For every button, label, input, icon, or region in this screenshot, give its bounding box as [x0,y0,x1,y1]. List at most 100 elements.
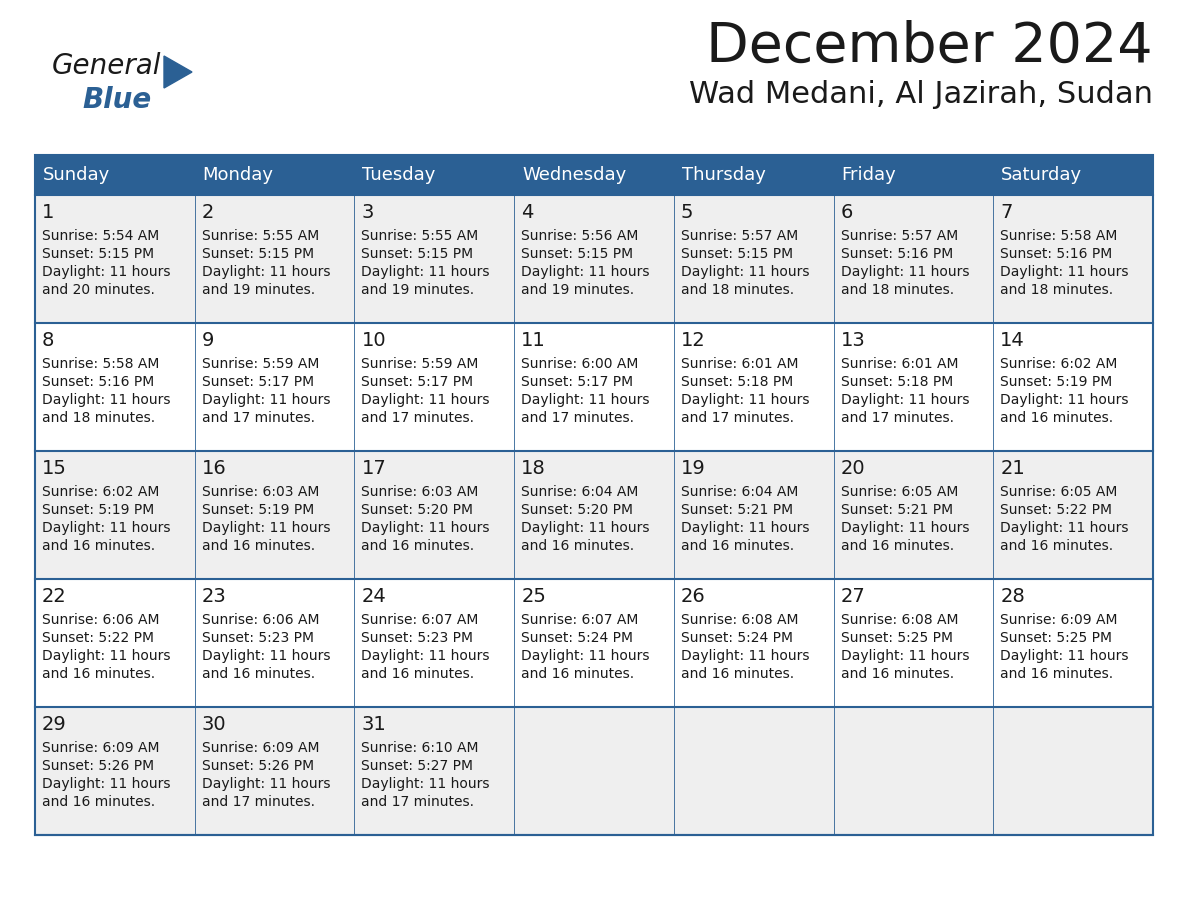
Text: Thursday: Thursday [682,166,766,184]
Text: Daylight: 11 hours: Daylight: 11 hours [361,649,489,663]
Text: Sunset: 5:17 PM: Sunset: 5:17 PM [522,375,633,389]
Text: Daylight: 11 hours: Daylight: 11 hours [1000,265,1129,279]
Text: Sunset: 5:18 PM: Sunset: 5:18 PM [841,375,953,389]
Text: and 19 minutes.: and 19 minutes. [361,283,474,297]
Text: Sunset: 5:16 PM: Sunset: 5:16 PM [841,247,953,261]
Text: Sunrise: 6:09 AM: Sunrise: 6:09 AM [1000,613,1118,627]
Text: and 16 minutes.: and 16 minutes. [522,667,634,681]
Text: Sunset: 5:23 PM: Sunset: 5:23 PM [202,631,314,645]
Text: and 19 minutes.: and 19 minutes. [522,283,634,297]
Text: and 17 minutes.: and 17 minutes. [522,411,634,425]
Text: Sunrise: 6:05 AM: Sunrise: 6:05 AM [1000,485,1118,499]
Text: 7: 7 [1000,203,1012,222]
Text: 1: 1 [42,203,55,222]
Text: Daylight: 11 hours: Daylight: 11 hours [841,649,969,663]
Text: 30: 30 [202,715,227,734]
Text: 24: 24 [361,587,386,606]
Text: 9: 9 [202,331,214,350]
Text: and 17 minutes.: and 17 minutes. [681,411,794,425]
Text: Daylight: 11 hours: Daylight: 11 hours [42,521,171,535]
Text: and 16 minutes.: and 16 minutes. [681,539,794,553]
Text: Sunset: 5:22 PM: Sunset: 5:22 PM [42,631,154,645]
Text: 22: 22 [42,587,67,606]
Text: Daylight: 11 hours: Daylight: 11 hours [522,265,650,279]
Text: Daylight: 11 hours: Daylight: 11 hours [681,393,809,407]
Text: Sunset: 5:22 PM: Sunset: 5:22 PM [1000,503,1112,517]
Text: Monday: Monday [203,166,273,184]
Text: Sunrise: 6:07 AM: Sunrise: 6:07 AM [522,613,638,627]
Text: Daylight: 11 hours: Daylight: 11 hours [361,521,489,535]
Bar [34,155,1154,835]
Text: Daylight: 11 hours: Daylight: 11 hours [202,649,330,663]
Text: 5: 5 [681,203,694,222]
Text: Sunrise: 6:06 AM: Sunrise: 6:06 AM [202,613,320,627]
Text: 3: 3 [361,203,374,222]
Text: Sunset: 5:24 PM: Sunset: 5:24 PM [522,631,633,645]
Text: and 16 minutes.: and 16 minutes. [361,539,474,553]
Text: Saturday: Saturday [1001,166,1082,184]
Text: Sunset: 5:25 PM: Sunset: 5:25 PM [841,631,953,645]
Text: Sunset: 5:15 PM: Sunset: 5:15 PM [681,247,792,261]
Bar [34,155,1154,195]
Text: Daylight: 11 hours: Daylight: 11 hours [202,265,330,279]
Text: Sunrise: 6:05 AM: Sunrise: 6:05 AM [841,485,958,499]
Text: 12: 12 [681,331,706,350]
Text: Sunrise: 6:04 AM: Sunrise: 6:04 AM [681,485,798,499]
Text: 16: 16 [202,459,227,478]
Text: Sunset: 5:21 PM: Sunset: 5:21 PM [681,503,792,517]
Text: and 16 minutes.: and 16 minutes. [1000,411,1113,425]
Text: Daylight: 11 hours: Daylight: 11 hours [1000,393,1129,407]
Text: Sunrise: 6:04 AM: Sunrise: 6:04 AM [522,485,638,499]
Text: Daylight: 11 hours: Daylight: 11 hours [202,777,330,791]
Text: 29: 29 [42,715,67,734]
Text: 8: 8 [42,331,55,350]
Text: and 16 minutes.: and 16 minutes. [1000,667,1113,681]
Text: Sunrise: 6:06 AM: Sunrise: 6:06 AM [42,613,159,627]
Text: Daylight: 11 hours: Daylight: 11 hours [522,521,650,535]
Text: and 16 minutes.: and 16 minutes. [202,667,315,681]
Text: Sunrise: 6:01 AM: Sunrise: 6:01 AM [841,357,958,371]
Text: Sunset: 5:25 PM: Sunset: 5:25 PM [1000,631,1112,645]
Text: 28: 28 [1000,587,1025,606]
Text: and 17 minutes.: and 17 minutes. [202,411,315,425]
Text: and 18 minutes.: and 18 minutes. [681,283,794,297]
Text: Sunday: Sunday [43,166,110,184]
Text: and 17 minutes.: and 17 minutes. [202,795,315,809]
Text: Sunset: 5:16 PM: Sunset: 5:16 PM [42,375,154,389]
Text: 4: 4 [522,203,533,222]
Text: Sunset: 5:18 PM: Sunset: 5:18 PM [681,375,794,389]
Text: and 16 minutes.: and 16 minutes. [42,667,156,681]
Text: Sunset: 5:26 PM: Sunset: 5:26 PM [202,759,314,773]
Text: 17: 17 [361,459,386,478]
Text: Sunrise: 6:08 AM: Sunrise: 6:08 AM [841,613,958,627]
Text: Sunrise: 6:00 AM: Sunrise: 6:00 AM [522,357,638,371]
Text: and 18 minutes.: and 18 minutes. [841,283,954,297]
Text: Sunset: 5:19 PM: Sunset: 5:19 PM [42,503,154,517]
Text: Sunrise: 6:07 AM: Sunrise: 6:07 AM [361,613,479,627]
Text: and 16 minutes.: and 16 minutes. [681,667,794,681]
Text: Sunset: 5:20 PM: Sunset: 5:20 PM [522,503,633,517]
Text: Daylight: 11 hours: Daylight: 11 hours [681,265,809,279]
Text: 21: 21 [1000,459,1025,478]
Text: Daylight: 11 hours: Daylight: 11 hours [841,521,969,535]
Text: Daylight: 11 hours: Daylight: 11 hours [361,265,489,279]
Text: and 16 minutes.: and 16 minutes. [522,539,634,553]
Bar [34,707,1154,835]
Text: and 17 minutes.: and 17 minutes. [361,795,474,809]
Text: and 16 minutes.: and 16 minutes. [1000,539,1113,553]
Text: Daylight: 11 hours: Daylight: 11 hours [202,521,330,535]
Text: Sunrise: 5:58 AM: Sunrise: 5:58 AM [1000,229,1118,243]
Text: Sunset: 5:19 PM: Sunset: 5:19 PM [1000,375,1112,389]
Text: Sunset: 5:15 PM: Sunset: 5:15 PM [522,247,633,261]
Text: 11: 11 [522,331,546,350]
Text: Sunrise: 5:55 AM: Sunrise: 5:55 AM [202,229,318,243]
Text: Sunrise: 5:59 AM: Sunrise: 5:59 AM [361,357,479,371]
Text: and 16 minutes.: and 16 minutes. [841,667,954,681]
Text: and 16 minutes.: and 16 minutes. [42,539,156,553]
Text: Blue: Blue [82,86,151,114]
Text: 10: 10 [361,331,386,350]
Text: Sunrise: 5:58 AM: Sunrise: 5:58 AM [42,357,159,371]
Text: Sunrise: 6:09 AM: Sunrise: 6:09 AM [202,741,320,755]
Text: and 16 minutes.: and 16 minutes. [202,539,315,553]
Text: and 18 minutes.: and 18 minutes. [1000,283,1113,297]
